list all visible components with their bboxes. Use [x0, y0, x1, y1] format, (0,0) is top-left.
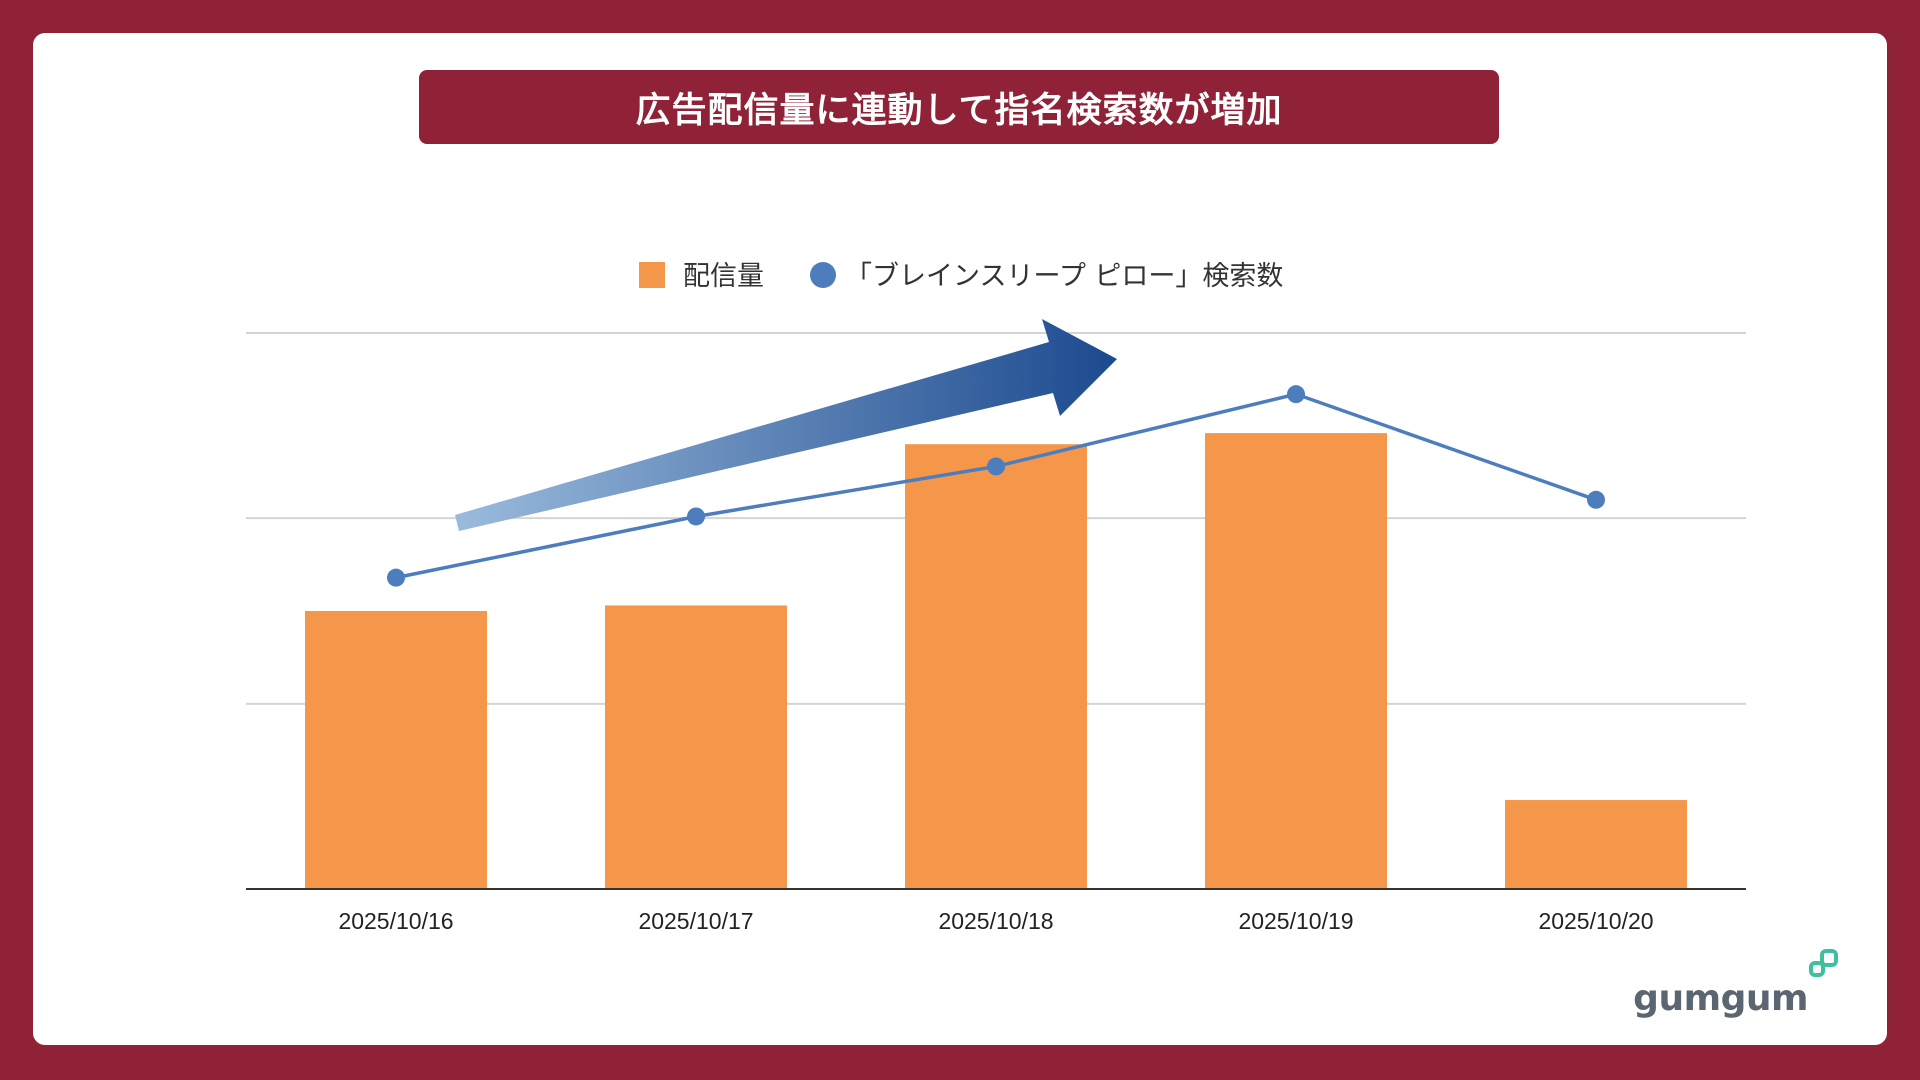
logo-wordmark: gumgum	[1633, 978, 1808, 1019]
x-tick-label: 2025/10/17	[638, 908, 753, 934]
legend-bar-label: 配信量	[683, 261, 764, 292]
bar-2025/10/20	[1505, 800, 1687, 889]
gumgum-logo: gumgum	[1622, 949, 1842, 1019]
legend-line-swatch	[810, 262, 836, 288]
chart-legend: 配信量 「ブレインスリープ ピロー」検索数	[639, 261, 1283, 292]
x-tick-label: 2025/10/20	[1538, 908, 1653, 934]
content-card: 広告配信量に連動して指名検索数が増加 配信量 「ブレインスリープ ピロー」検索数…	[33, 33, 1887, 1045]
bar-2025/10/18	[905, 444, 1087, 889]
trend-arrow-shape	[455, 319, 1117, 531]
legend-bar-swatch	[639, 262, 665, 288]
page-title: 広告配信量に連動して指名検索数が増加	[419, 70, 1499, 144]
line-point-2025/10/17	[687, 507, 705, 526]
legend-line-label: 「ブレインスリープ ピロー」検索数	[845, 261, 1283, 292]
line-point-2025/10/18	[987, 457, 1005, 476]
line-series	[387, 385, 1605, 587]
bar-2025/10/19	[1205, 433, 1387, 889]
bar-2025/10/16	[305, 611, 487, 889]
bar-series	[305, 433, 1687, 889]
combo-chart: 配信量 「ブレインスリープ ピロー」検索数 2025/10/16 2025/10/…	[246, 261, 1746, 934]
line-point-2025/10/19	[1287, 385, 1305, 404]
x-tick-label: 2025/10/16	[338, 908, 453, 934]
line-point-2025/10/16	[387, 568, 405, 587]
line-point-2025/10/20	[1587, 490, 1605, 509]
x-tick-labels: 2025/10/16 2025/10/17 2025/10/18 2025/10/19…	[338, 908, 1653, 934]
trend-arrow	[455, 319, 1117, 531]
logo-link-icon	[1809, 949, 1838, 977]
bar-2025/10/17	[605, 605, 787, 889]
x-tick-label: 2025/10/19	[1238, 908, 1353, 934]
x-tick-label: 2025/10/18	[938, 908, 1053, 934]
